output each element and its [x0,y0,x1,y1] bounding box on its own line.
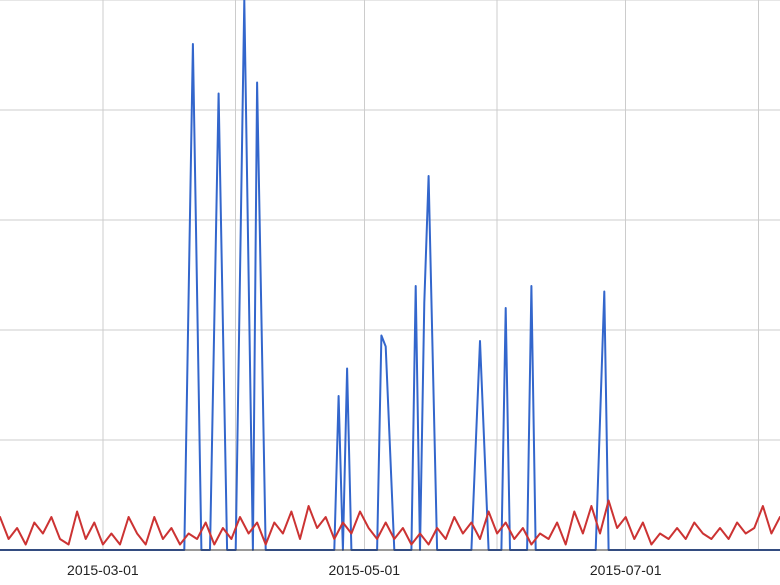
x-axis: 2015-03-01 2015-05-01 2015-07-01 [0,549,780,578]
x-tick-label-2: 2015-07-01 [590,562,662,578]
gridlines [0,0,780,550]
series-line-0 [0,0,780,551]
x-tick-label-0: 2015-03-01 [67,562,139,578]
x-tick-label-1: 2015-05-01 [328,562,400,578]
series-group [0,0,780,551]
series-line-1 [0,499,780,546]
